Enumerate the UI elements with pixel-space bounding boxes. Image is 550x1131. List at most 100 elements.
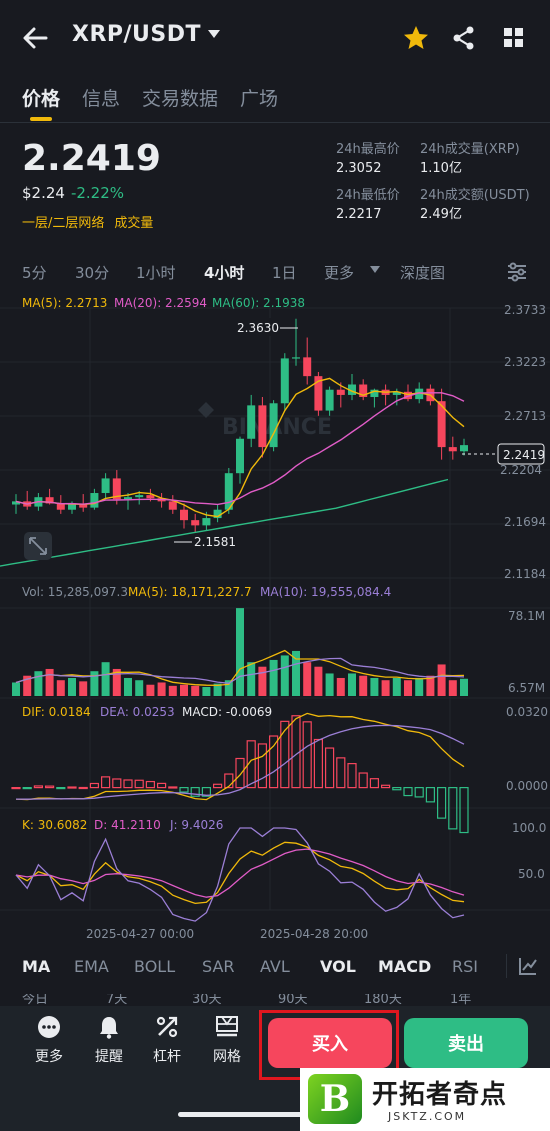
price-change: -2.22%: [70, 184, 125, 202]
j-legend: J: 9.4026: [169, 818, 223, 832]
buy-button[interactable]: 买入: [268, 1018, 392, 1068]
candle-body-36: [415, 388, 424, 400]
indicator-sar[interactable]: SAR: [202, 957, 235, 976]
interval-bar: 5分 30分 1小时 4小时 1日 更多 深度图: [22, 262, 532, 284]
volume-bar-5: [68, 677, 76, 696]
candle-body-3: [45, 497, 54, 504]
d-legend: D: 41.2110: [94, 818, 161, 832]
range-7d[interactable]: 7天: [106, 994, 128, 1006]
tag-layer[interactable]: 一层/二层网络: [22, 216, 105, 231]
chart-settings-icon[interactable]: [506, 262, 528, 282]
volume-bar-12: [146, 684, 155, 696]
high-label: 24h最高价: [336, 142, 400, 157]
watermark-url: JSKTZ.COM: [388, 1110, 467, 1123]
interval-4h[interactable]: 4小时: [204, 264, 245, 282]
candle-body-19: [224, 473, 233, 510]
time-axis-0: 2025-04-27 00:00: [86, 927, 194, 941]
indicator-avl[interactable]: AVL: [260, 957, 290, 976]
candle-body-18: [213, 509, 222, 519]
ma20-legend: MA(20): 2.2594: [114, 296, 207, 310]
macd-bar-15: [179, 787, 189, 793]
volume-bar-1: [23, 675, 32, 696]
volume-bar-17: [202, 686, 211, 696]
more-label: 更多: [35, 1049, 63, 1065]
candle-body-26: [303, 357, 312, 377]
caret-down-icon[interactable]: [208, 30, 220, 38]
macd-bar-21: [246, 740, 256, 789]
back-arrow-icon[interactable]: [20, 22, 52, 54]
indicator-vol[interactable]: VOL: [320, 957, 356, 976]
pair-title[interactable]: XRP/USDT: [72, 22, 202, 47]
macd-bar-23: [269, 735, 279, 789]
macd-bar-36: [414, 787, 424, 798]
alert-button[interactable]: 提醒: [84, 1014, 134, 1066]
macd-legend: MACD: -0.0069: [182, 705, 272, 719]
range-180d[interactable]: 180天: [364, 994, 402, 1006]
more-button[interactable]: 更多: [24, 1014, 74, 1066]
range-90d[interactable]: 90天: [278, 994, 308, 1006]
indicator-macd[interactable]: MACD: [378, 957, 432, 976]
interval-1d[interactable]: 1日: [272, 264, 297, 282]
indicator-ma[interactable]: MA: [22, 957, 51, 976]
dea-legend: DEA: 0.0253: [100, 705, 175, 719]
range-1y[interactable]: 1年: [450, 994, 472, 1006]
tab-square[interactable]: 广场: [240, 88, 279, 110]
sell-button[interactable]: 卖出: [404, 1018, 528, 1068]
candle-body-17: [202, 518, 211, 526]
interval-more[interactable]: 更多: [324, 264, 355, 282]
range-today[interactable]: 今日: [22, 994, 49, 1006]
macd-bar-6: [78, 786, 88, 790]
tab-price[interactable]: 价格: [22, 84, 60, 121]
range-30d[interactable]: 30天: [192, 994, 222, 1006]
interval-1h[interactable]: 1小时: [136, 264, 176, 282]
candle-body-32: [370, 389, 379, 398]
interval-5m[interactable]: 5分: [22, 264, 47, 282]
macd-bar-19: [224, 773, 234, 789]
fiat-price-row: $2.24 -2.22%: [22, 184, 124, 202]
volume-bar-40: [460, 678, 468, 696]
macd-bar-24: [280, 720, 290, 789]
macd-bar-2: [33, 785, 44, 789]
vol-axis-1: 6.57M: [508, 681, 545, 695]
interval-30m[interactable]: 30分: [75, 264, 110, 282]
indicator-rsi[interactable]: RSI: [452, 957, 478, 976]
volume-bar-18: [213, 683, 222, 696]
price-axis-1: 2.3223: [504, 355, 546, 369]
star-icon[interactable]: [402, 24, 430, 52]
volume-bar-38: [437, 664, 446, 696]
volume-bar-25: [292, 650, 300, 696]
indicator-boll[interactable]: BOLL: [134, 957, 176, 976]
leverage-button[interactable]: 杠杆: [142, 1014, 192, 1066]
bell-icon: [100, 1017, 118, 1039]
price-axis-3: 2.2204: [500, 463, 542, 477]
high-mark: 2.3630: [234, 318, 298, 336]
tag-volume[interactable]: 成交量: [114, 216, 154, 231]
volume-bar-37: [426, 675, 435, 696]
vol-axis-0: 78.1M: [508, 609, 545, 623]
k-line: [15, 841, 465, 905]
tab-trading-data[interactable]: 交易数据: [142, 88, 219, 110]
indicator-divider: [506, 954, 507, 978]
volume-bar-30: [348, 673, 356, 696]
candle-body-5: [68, 503, 76, 510]
candle-body-30: [348, 384, 356, 395]
volume-bar-8: [101, 662, 110, 696]
more-dots-icon: [38, 1016, 60, 1038]
candle-body-7: [90, 493, 99, 508]
candle-body-34: [392, 391, 401, 395]
price-axis-4: 2.1694: [504, 515, 546, 529]
price-chart[interactable]: BINANCE MA(5): 2.2713 MA(20): 2.2594 MA(…: [0, 290, 550, 950]
macd-bar-3: [44, 785, 55, 789]
volume-bar-13: [157, 682, 166, 696]
grid-button[interactable]: 网格: [202, 1014, 252, 1066]
share-icon[interactable]: [450, 24, 478, 52]
grid-menu-icon[interactable]: [500, 24, 528, 52]
indicator-settings-icon[interactable]: [518, 956, 538, 976]
indicator-ema[interactable]: EMA: [74, 957, 109, 976]
indicator-tabs: MA EMA BOLL SAR AVL VOL MACD RSI: [0, 954, 550, 980]
tab-info[interactable]: 信息: [82, 88, 121, 110]
interval-depth[interactable]: 深度图: [400, 264, 446, 282]
macd-bar-18: [213, 783, 223, 789]
low-label: 24h最低价: [336, 188, 400, 203]
fullscreen-icon[interactable]: [24, 532, 52, 560]
